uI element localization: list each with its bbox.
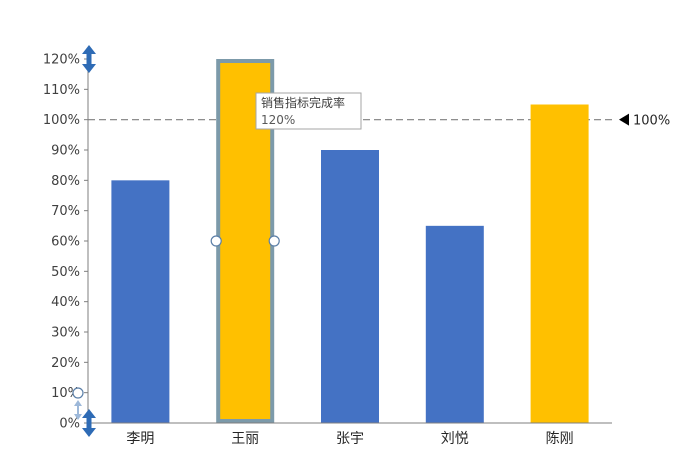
- tooltip-box: [255, 92, 362, 130]
- x-category-label: 李明: [126, 431, 154, 447]
- double-arrow-vertical-icon: [82, 409, 96, 437]
- y-axis: 0% 10% 20% 30% 40% 50% 60% 70% 80% 90% 100% 110% 120…: [43, 53, 89, 432]
- selection-handle[interactable]: [210, 235, 222, 247]
- y-tick-label: 50%: [51, 265, 80, 280]
- y-tick-label: 70%: [51, 204, 80, 219]
- y-tick-label: 30%: [51, 326, 80, 341]
- y-tick-label: 110%: [43, 83, 80, 98]
- tooltip: 销售指标完成率 120%: [255, 92, 362, 130]
- y-tick-label: 120%: [43, 53, 80, 68]
- reference-line-label: 100%: [633, 114, 670, 129]
- selection-overlays: [72, 45, 280, 437]
- x-axis: 李明 王丽 张宇 刘悦 陈刚: [88, 422, 612, 447]
- y-axis-top-resize-handle[interactable]: [82, 45, 96, 73]
- axis-scale-handle[interactable]: [72, 387, 84, 399]
- x-category-label: 张宇: [336, 431, 364, 447]
- target-reference-line: 100%: [88, 113, 670, 129]
- y-tick-label: 80%: [51, 174, 80, 189]
- bar[interactable]: [111, 180, 170, 423]
- bar[interactable]: [321, 150, 379, 423]
- y-tick-label: 10%: [51, 386, 80, 401]
- selection-handle[interactable]: [268, 235, 280, 247]
- y-tick-label: 40%: [51, 295, 80, 310]
- y-tick-label: 0%: [59, 417, 80, 432]
- bar[interactable]: [425, 225, 484, 423]
- small-double-arrow-icon: [74, 400, 82, 420]
- double-arrow-vertical-icon: [82, 45, 96, 73]
- x-category-label: 王丽: [231, 431, 259, 447]
- x-category-label: 陈刚: [546, 430, 574, 447]
- bar[interactable]: [530, 104, 589, 424]
- x-category-label: 刘悦: [441, 431, 469, 447]
- triangle-left-icon: [619, 113, 629, 126]
- tooltip-series-name: 销售指标完成率: [261, 95, 345, 110]
- y-tick-label: 20%: [51, 356, 80, 371]
- y-tick-label: 60%: [51, 235, 80, 250]
- y-axis-bottom-resize-handle[interactable]: [82, 409, 96, 437]
- y-tick-label: 90%: [51, 144, 80, 159]
- y-tick-label: 100%: [43, 113, 80, 128]
- tooltip-value: 120%: [261, 113, 295, 127]
